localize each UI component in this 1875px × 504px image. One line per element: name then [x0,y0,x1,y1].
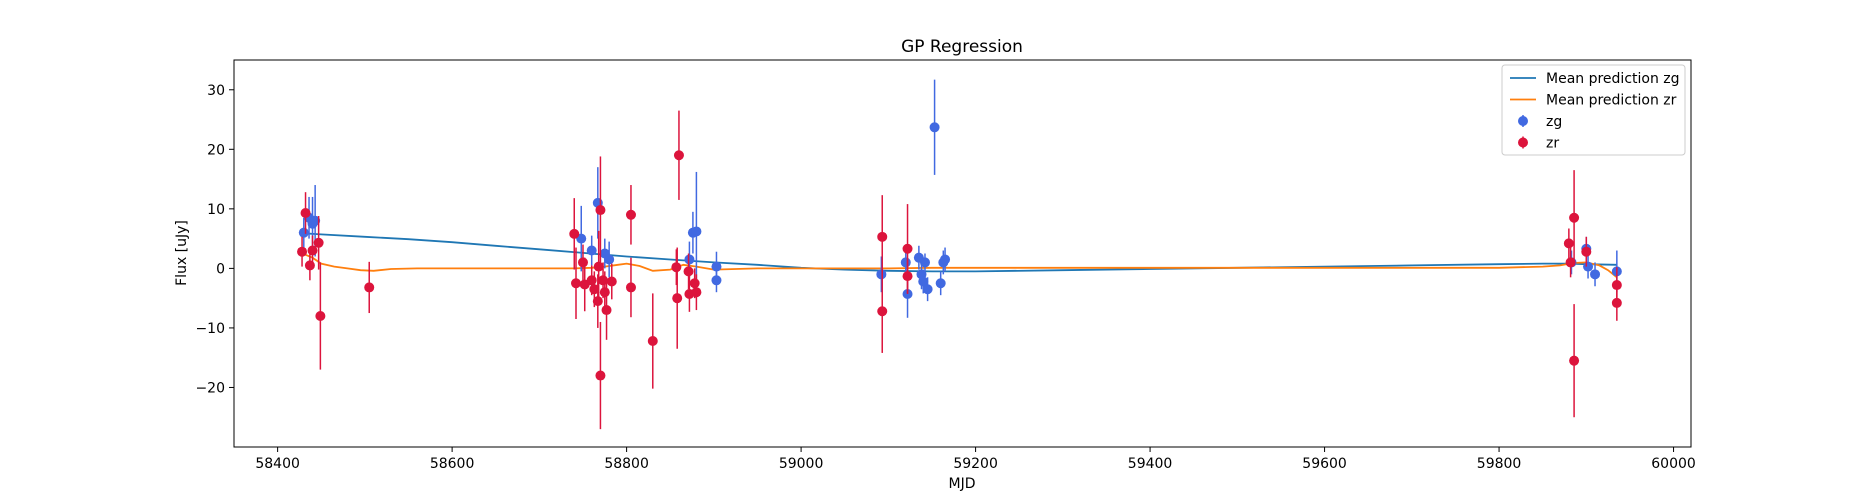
zg-point-11 [691,226,702,237]
legend-label-1: Mean prediction zr [1546,93,1677,109]
zg-point-4 [576,233,587,244]
zg-point-15 [900,257,911,268]
zr-point-4 [313,237,324,248]
zg-point-9 [684,254,695,265]
zg-point-5 [586,245,597,256]
zr-point-8 [571,278,582,289]
zr-point-31 [877,231,888,242]
legend: Mean prediction zg Mean prediction zr zg zr [1501,64,1686,156]
zr-point-34 [902,271,913,282]
zg-point-8 [604,254,615,265]
y-tick-label-0: −20 [195,380,225,396]
zg-point-14 [876,269,887,280]
x-tick-label-1: 58600 [430,456,475,472]
zg-point-0 [298,227,309,238]
zg-point-29 [1590,269,1601,280]
x-tick-label-6: 59600 [1302,456,1347,472]
y-tick-label-2: 0 [216,261,225,277]
y-tick-label-5: 30 [207,83,225,99]
zr-point-29 [689,278,700,289]
zr-point-19 [601,305,612,316]
y-tick-label-3: 10 [207,202,225,218]
x-tick-label-8: 60000 [1651,456,1696,472]
zg-point-3 [310,215,321,226]
zg-point-28 [1583,261,1594,272]
x-tick-label-2: 58800 [604,456,649,472]
zr-point-26 [673,150,684,161]
zr-point-18 [599,287,610,298]
plot-area [297,79,1622,430]
zg-point-19 [918,276,929,287]
zr-point-16 [595,370,606,381]
legend-label-2: zg [1546,114,1562,130]
legend-marker-2 [1518,116,1528,126]
zr-point-41 [1611,297,1622,308]
zr-point-20 [606,276,617,287]
x-tick-label-0: 58400 [255,456,300,472]
axes-frame [233,59,1692,448]
zr-point-35 [1563,238,1574,249]
y-tick-label-1: −10 [195,321,225,337]
zr-point-33 [902,243,913,254]
zr-point-12 [589,284,600,295]
zr-point-7 [569,228,580,239]
zr-point-21 [625,209,636,220]
zr-point-15 [595,205,606,216]
zr-point-27 [683,266,694,277]
legend-marker-3 [1518,137,1528,148]
zr-point-25 [672,293,683,304]
x-tick-label-5: 59400 [1128,456,1173,472]
series-line-0 [303,232,1617,273]
x-tick-label-3: 59000 [779,456,824,472]
zg-point-22 [929,122,940,133]
zr-point-22 [625,282,636,293]
zr-point-0 [297,246,308,257]
y-tick-label-4: 20 [207,142,225,158]
zr-point-23 [647,336,658,347]
zg-point-20 [919,257,930,268]
x-tick-label-4: 59200 [953,456,998,472]
axis-ticks: 58400 58600 58800 59000 59200 59400 59600 59800… [195,83,1695,472]
chart-title: GP Regression [901,37,1023,57]
zr-point-39 [1581,246,1592,257]
x-tick-label-7: 59800 [1477,456,1522,472]
y-axis-label: Flux [uJy] [174,220,190,286]
legend-label-0: Mean prediction zg [1546,71,1680,87]
zr-point-2 [304,260,315,271]
zg-point-25 [940,254,951,265]
zr-point-13 [592,296,603,307]
zr-point-17 [598,275,609,286]
x-axis-label: MJD [949,476,976,492]
zg-point-23 [935,278,946,289]
zr-point-1 [300,208,311,219]
zr-point-36 [1565,257,1576,268]
zr-point-11 [586,275,597,286]
legend-frame [1501,64,1686,156]
zr-point-9 [577,257,588,268]
zr-point-5 [315,311,326,322]
zg-point-13 [711,275,722,286]
zg-point-12 [711,261,722,272]
zg-point-21 [922,284,933,295]
zr-point-40 [1611,280,1622,291]
zr-point-32 [877,306,888,317]
legend-label-3: zr [1546,136,1559,152]
zr-point-37 [1569,212,1580,223]
zr-point-14 [593,261,604,272]
zr-point-24 [671,262,682,273]
zr-point-38 [1569,355,1580,366]
zr-point-3 [307,245,318,256]
zr-point-30 [691,287,702,298]
zr-point-6 [364,282,375,293]
